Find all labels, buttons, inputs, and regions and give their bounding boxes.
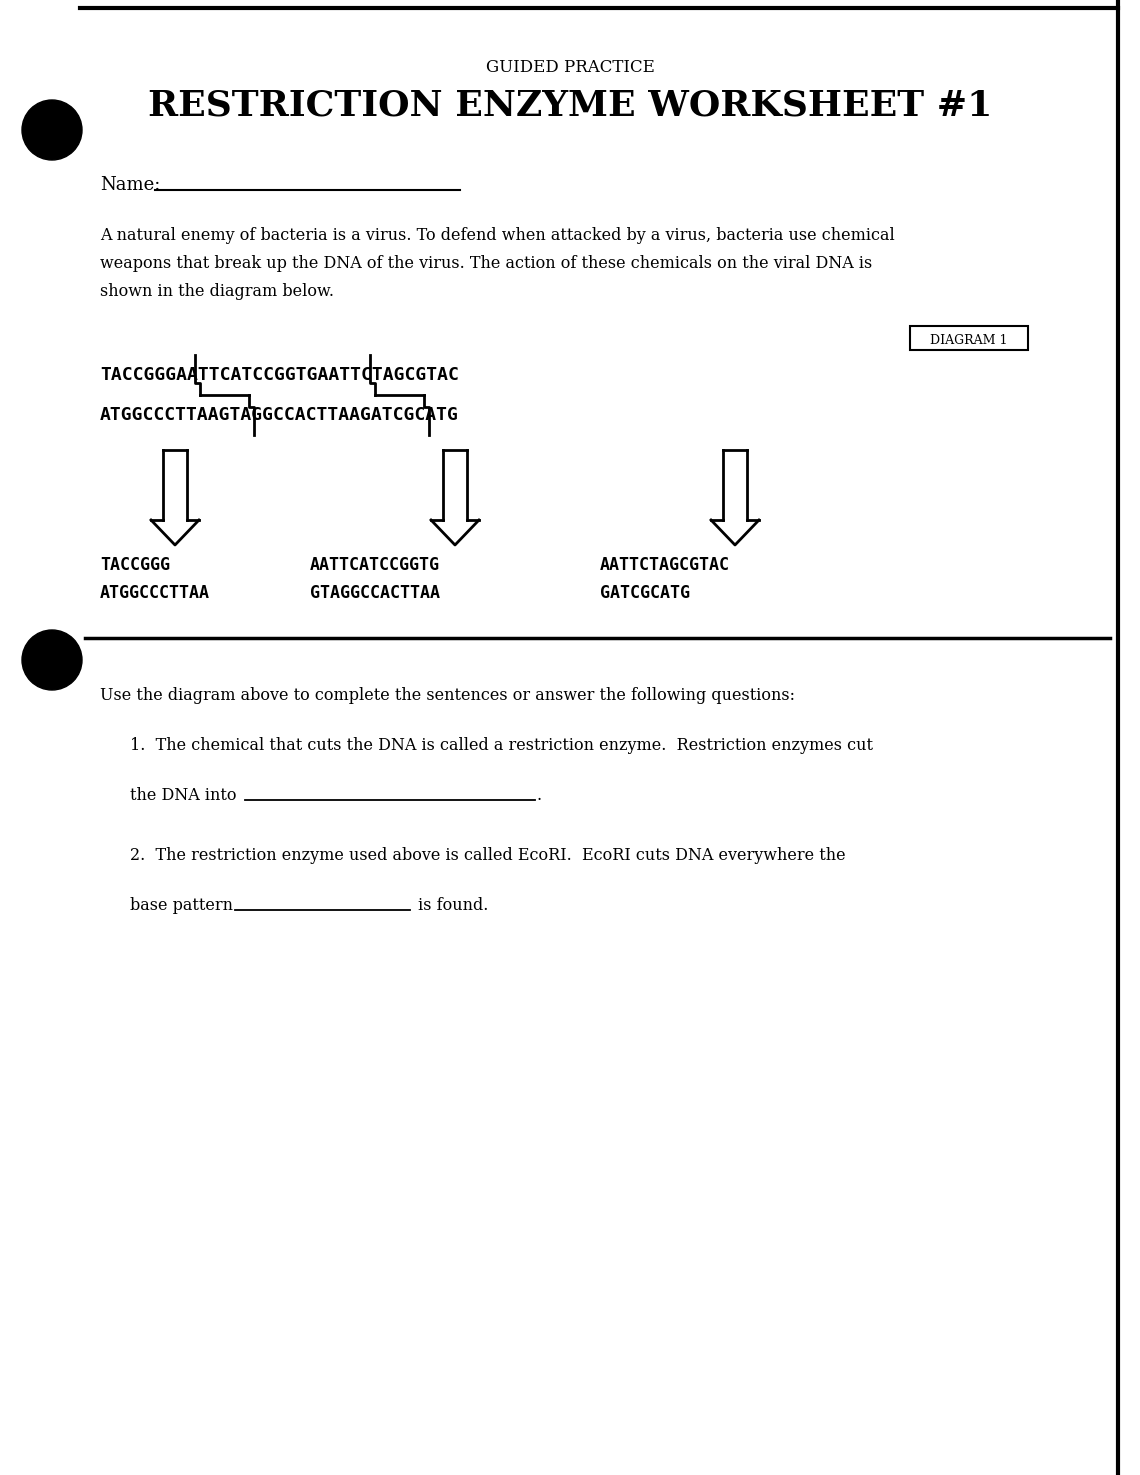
Text: DIAGRAM 1: DIAGRAM 1 [930,333,1008,347]
Circle shape [22,630,82,690]
Text: AATTCATCCGGTG: AATTCATCCGGTG [310,556,440,574]
Text: weapons that break up the DNA of the virus. The action of these chemicals on the: weapons that break up the DNA of the vir… [100,255,872,271]
Text: GTAGGCCACTTAA: GTAGGCCACTTAA [310,584,440,602]
Text: shown in the diagram below.: shown in the diagram below. [100,283,334,299]
Text: ATGGCCCTTAA: ATGGCCCTTAA [100,584,210,602]
Circle shape [22,100,82,159]
Text: ATGGCCCTTAAGTAGGCCACTTAAGATCGCATG: ATGGCCCTTAAGTAGGCCACTTAAGATCGCATG [100,406,459,423]
Text: the DNA into: the DNA into [130,786,242,804]
Text: Use the diagram above to complete the sentences or answer the following question: Use the diagram above to complete the se… [100,686,795,704]
Text: base pattern: base pattern [130,897,238,913]
Text: GUIDED PRACTICE: GUIDED PRACTICE [486,59,654,77]
Text: Name:: Name: [100,176,161,195]
Text: 1.  The chemical that cuts the DNA is called a restriction enzyme.  Restriction : 1. The chemical that cuts the DNA is cal… [130,736,873,754]
Text: 2.  The restriction enzyme used above is called EcoRI.  EcoRI cuts DNA everywher: 2. The restriction enzyme used above is … [130,847,846,863]
Text: RESTRICTION ENZYME WORKSHEET #1: RESTRICTION ENZYME WORKSHEET #1 [148,88,992,122]
Bar [910,326,1028,350]
Text: TACCGGG: TACCGGG [100,556,170,574]
Text: is found.: is found. [413,897,488,913]
Text: GATCGCATG: GATCGCATG [600,584,690,602]
Text: A natural enemy of bacteria is a virus. To defend when attacked by a virus, bact: A natural enemy of bacteria is a virus. … [100,227,895,243]
Text: AATTCTAGCGTAC: AATTCTAGCGTAC [600,556,730,574]
Text: TACCGGGAATTCATCCGGTGAATTCTAGCGTAC: TACCGGGAATTCATCCGGTGAATTCTAGCGTAC [100,366,459,384]
Text: .: . [537,786,543,804]
